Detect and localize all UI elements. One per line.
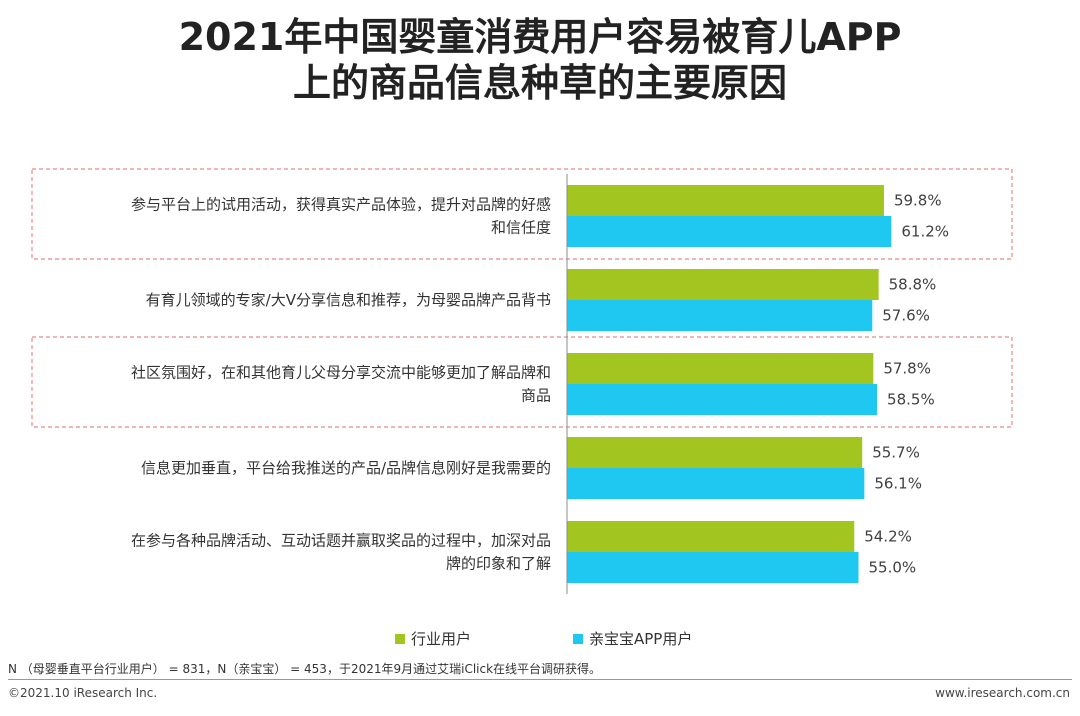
page-title-line1: 2021年中国婴童消费用户容易被育儿APP: [178, 15, 902, 59]
sample-note: N （母婴垂直平台行业用户） = 831，N（亲宝宝） = 453，于2021年…: [8, 662, 602, 676]
bar-series-1-cat-1: [567, 185, 884, 216]
bar-series-1-cat-4: [567, 437, 863, 468]
highlight-box-1: [31, 168, 1013, 260]
bar-series-1-cat-3: [567, 353, 874, 384]
bar-series-2-cat-4: [567, 468, 865, 499]
value-label-series-1-cat-4: 55.7%: [872, 444, 920, 462]
legend-label-series-1: 行业用户: [411, 630, 472, 648]
value-label-series-2-cat-5: 55.0%: [869, 559, 917, 577]
legend-label-series-2: 亲宝宝APP用户: [589, 630, 693, 648]
value-label-series-2-cat-1: 61.2%: [901, 223, 949, 241]
bar-series-1-cat-5: [567, 521, 855, 552]
legend-swatch-series-2: [573, 633, 583, 644]
value-label-series-2-cat-4: 56.1%: [874, 475, 922, 493]
legend-item-series-1: 行业用户: [395, 628, 471, 649]
bar-chart: 59.8% 61.2% 参与平台上的试用活动，获得真实产品体验，提升对品牌的好感和信…: [31, 168, 1013, 594]
value-label-series-1-cat-3: 57.8%: [883, 360, 931, 378]
value-label-series-2-cat-3: 58.5%: [887, 391, 935, 409]
bar-series-1-cat-2: [567, 269, 879, 300]
bar-series-2-cat-5: [567, 552, 859, 583]
category-label-3-line-1: 社区氛围好，在和其他育儿父母分享交流中能够更加了解品牌和: [131, 364, 551, 382]
chart-legend: 行业用户 亲宝宝APP用户: [0, 628, 1080, 650]
value-label-series-2-cat-2: 57.6%: [882, 307, 930, 325]
value-label-series-1-cat-1: 59.8%: [894, 192, 942, 210]
legend-item-series-2: 亲宝宝APP用户: [573, 628, 692, 649]
footer-website: www.iresearch.com.cn: [935, 686, 1070, 700]
value-label-series-1-cat-5: 54.2%: [864, 528, 912, 546]
category-label-2-line-1: 有育儿领域的专家/大V分享信息和推荐，为母婴品牌产品背书: [146, 291, 551, 309]
bar-series-2-cat-3: [567, 384, 878, 415]
category-label-1-line-1: 参与平台上的试用活动，获得真实产品体验，提升对品牌的好感: [131, 196, 551, 214]
value-label-series-1-cat-2: 58.8%: [889, 276, 937, 294]
category-label-5-line-2: 牌的印象和了解: [446, 555, 551, 573]
category-label-3-line-2: 商品: [521, 387, 551, 405]
page-title-line2: 上的商品信息种草的主要原因: [292, 61, 787, 105]
category-label-5-line-1: 在参与各种品牌活动、互动话题并赢取奖品的过程中，加深对品: [131, 532, 551, 550]
bar-series-2-cat-2: [567, 300, 873, 331]
bar-series-2-cat-1: [567, 216, 892, 247]
category-label-4-line-1: 信息更加垂直，平台给我推送的产品/品牌信息刚好是我需要的: [141, 459, 551, 477]
category-label-1-line-2: 和信任度: [491, 219, 551, 237]
highlight-box-3: [31, 336, 1013, 428]
footer-divider: [8, 679, 1072, 680]
legend-swatch-series-1: [395, 633, 405, 644]
footer-copyright: ©2021.10 iResearch Inc.: [8, 686, 158, 700]
